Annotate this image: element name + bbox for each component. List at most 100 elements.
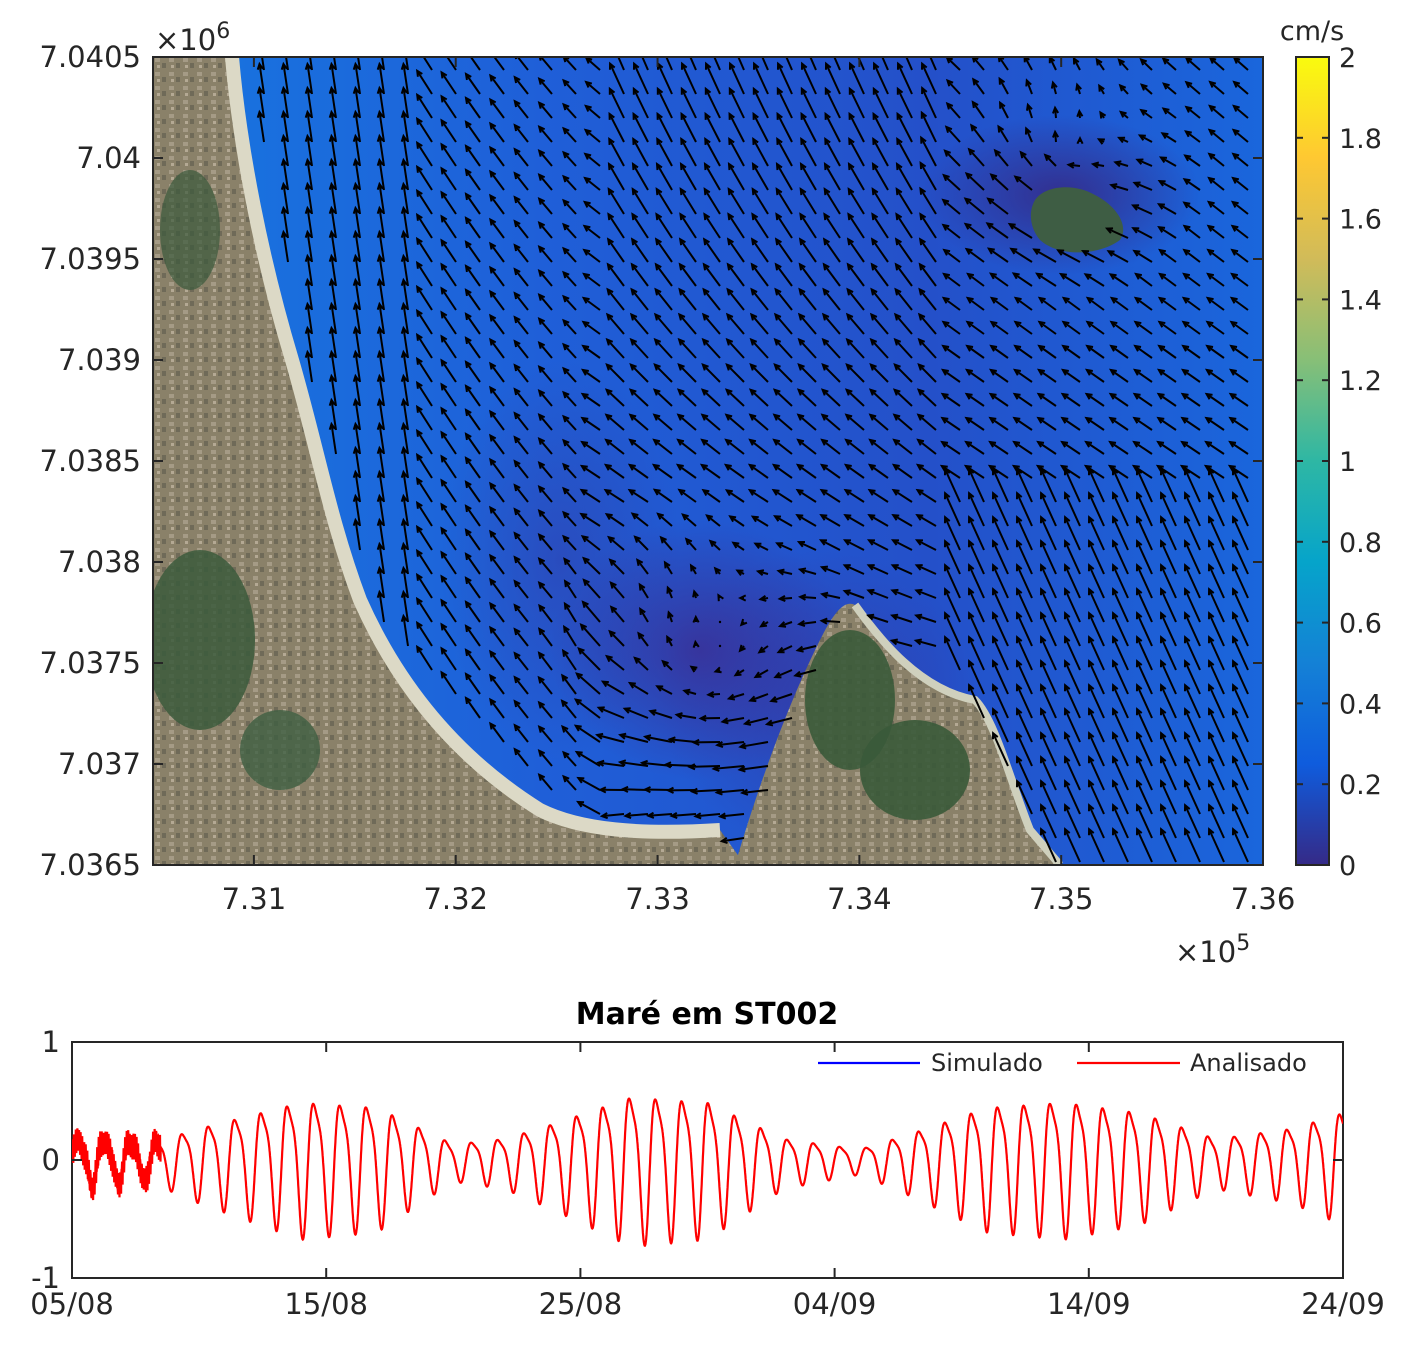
velocity-vector <box>916 438 937 455</box>
velocity-vector <box>797 363 817 383</box>
velocity-vector <box>1135 659 1153 695</box>
velocity-vector <box>328 421 337 455</box>
velocity-vector <box>1106 250 1129 263</box>
velocity-vector <box>941 198 961 215</box>
series-analisado-line <box>72 1097 1343 1247</box>
velocity-vector <box>893 337 913 359</box>
velocity-vector <box>598 786 625 794</box>
velocity-vector <box>1015 539 1033 575</box>
velocity-vector <box>691 738 721 746</box>
velocity-vector <box>1015 731 1033 767</box>
velocity-vector <box>581 296 601 311</box>
velocity-vector <box>964 440 985 455</box>
velocity-vector <box>1132 392 1153 407</box>
velocity-vector <box>415 644 433 671</box>
tide-x-tick-label: 24/09 <box>1301 1287 1385 1321</box>
velocity-vector <box>689 57 697 71</box>
velocity-vector <box>440 430 457 455</box>
velocity-vector <box>604 438 625 455</box>
velocity-vector <box>1087 755 1105 791</box>
velocity-vector <box>1231 683 1249 719</box>
velocity-vector <box>1063 827 1081 863</box>
velocity-vector <box>866 539 889 551</box>
velocity-vector <box>1157 225 1177 239</box>
velocity-vector <box>440 238 457 263</box>
velocity-vector <box>607 187 625 215</box>
velocity-vector <box>596 759 625 767</box>
velocity-vector <box>489 673 505 695</box>
velocity-vector <box>1156 392 1177 407</box>
velocity-vector <box>713 57 721 71</box>
velocity-vector <box>489 97 505 119</box>
velocity-vector <box>352 445 361 479</box>
velocity-vector <box>964 171 985 191</box>
velocity-vector <box>489 337 505 359</box>
velocity-vector <box>1063 611 1081 647</box>
velocity-vector <box>1108 416 1129 431</box>
velocity-vector <box>328 301 337 335</box>
velocity-vector <box>819 488 841 503</box>
velocity-vector <box>966 272 985 287</box>
velocity-vector <box>776 136 793 167</box>
velocity-vector <box>328 397 337 431</box>
velocity-vector <box>440 190 457 215</box>
velocity-vector <box>842 564 865 575</box>
velocity-vector <box>328 157 337 191</box>
velocity-vector <box>678 262 697 287</box>
velocity-vector <box>914 613 937 623</box>
velocity-vector <box>1231 611 1249 647</box>
velocity-vector <box>1130 204 1153 215</box>
velocity-vector <box>774 287 793 311</box>
velocity-vector <box>1207 611 1225 647</box>
velocity-vector <box>376 205 385 239</box>
velocity-vector <box>659 535 673 551</box>
colorbar-tick-label: 1.8 <box>1339 124 1382 155</box>
velocity-vector <box>1132 181 1153 191</box>
velocity-vector <box>440 454 457 479</box>
velocity-vector <box>819 591 841 599</box>
velocity-vector <box>848 86 865 119</box>
velocity-vector <box>1230 200 1249 215</box>
velocity-vector <box>965 320 985 335</box>
velocity-vector <box>1111 491 1129 527</box>
velocity-vector <box>400 133 409 167</box>
velocity-vector <box>1231 827 1249 863</box>
velocity-vector <box>1229 296 1249 311</box>
velocity-vector <box>796 541 817 551</box>
velocity-vector <box>537 533 553 551</box>
velocity-vector <box>376 565 385 599</box>
velocity-vector <box>1076 108 1084 119</box>
velocity-vector <box>945 101 961 119</box>
colorbar-tick-label: 0.2 <box>1339 770 1382 801</box>
velocity-vector <box>656 86 673 119</box>
velocity-vector <box>728 61 745 95</box>
velocity-vector <box>870 237 889 263</box>
velocity-vector <box>799 187 817 215</box>
velocity-vector <box>989 296 1009 311</box>
velocity-vector <box>1111 611 1129 647</box>
velocity-vector <box>352 277 361 311</box>
velocity-vector <box>896 86 913 119</box>
velocity-vector <box>579 488 601 503</box>
velocity-vector <box>822 287 841 311</box>
velocity-vector <box>1036 440 1057 455</box>
map-axis-ticks: 7.31 7.32 7.33 7.34 7.35 7.36 7.0405 7.04 7.0395… <box>40 40 1296 916</box>
velocity-vector <box>724 489 745 503</box>
velocity-vector <box>1182 248 1201 263</box>
velocity-vector <box>489 193 505 215</box>
velocity-vector <box>596 706 625 719</box>
velocity-vector <box>723 463 745 479</box>
velocity-vector <box>967 659 985 695</box>
velocity-vector <box>1135 731 1153 767</box>
velocity-vector <box>991 659 1009 695</box>
velocity-vector <box>676 413 697 431</box>
velocity-vector <box>963 222 985 239</box>
velocity-vector <box>667 736 697 744</box>
velocity-vector <box>726 287 745 311</box>
velocity-vector <box>891 488 913 503</box>
velocity-vector <box>1111 467 1129 503</box>
velocity-vector <box>764 717 793 727</box>
velocity-vector <box>654 262 673 287</box>
velocity-vector <box>415 188 433 215</box>
velocity-vector <box>1207 491 1225 527</box>
